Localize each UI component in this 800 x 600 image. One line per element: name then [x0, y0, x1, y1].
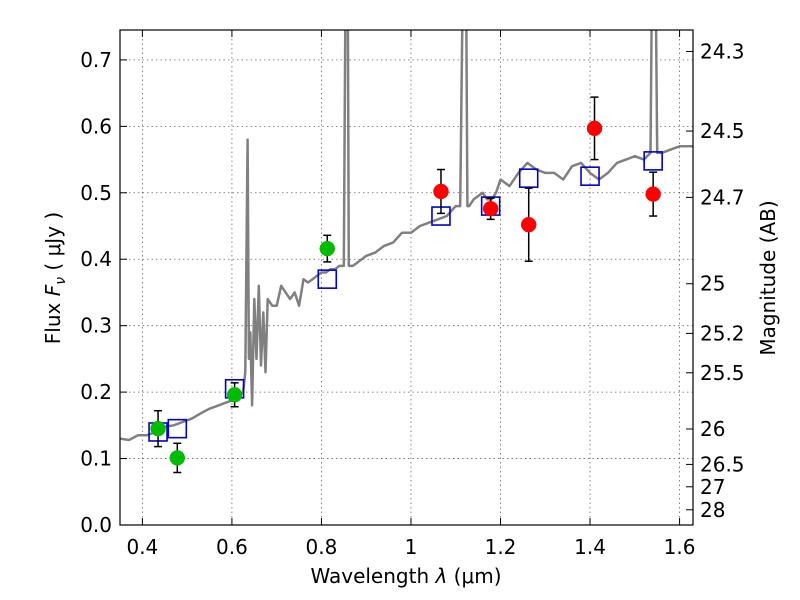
observed-point [520, 216, 537, 233]
y-tick-label: 0.0 [80, 513, 112, 537]
right-tick-label: 28 [700, 498, 725, 522]
y-tick-label: 0.5 [80, 181, 112, 205]
observed-point [645, 186, 661, 202]
plot-background [120, 30, 693, 525]
x-tick-label: 1.2 [485, 535, 517, 559]
observed-point [150, 420, 166, 437]
right-tick-label: 24.5 [700, 119, 745, 143]
observed-point [482, 200, 499, 217]
model-photometry-square [518, 168, 539, 188]
observed-point [169, 450, 186, 466]
spectrum-line [120, 30, 693, 442]
right-tick-label: 26 [700, 417, 725, 441]
y-tick-label: 0.4 [80, 247, 112, 271]
observed-point [226, 387, 243, 403]
x-tick-label: 0.6 [216, 535, 248, 559]
model-photometry-square [167, 418, 188, 439]
observed-point [319, 240, 336, 257]
x-tick-label: 1.4 [574, 535, 606, 559]
x-tick-label: 1.6 [664, 535, 696, 559]
y-tick-label: 0.2 [80, 380, 112, 404]
spectrum-layer [120, 30, 693, 442]
right-tick-label: 24.3 [700, 39, 745, 63]
x-tick-label: 0.4 [126, 535, 158, 559]
right-tick-label: 25.5 [700, 361, 745, 385]
right-tick-label: 25 [700, 272, 725, 296]
y-tick-label: 0.3 [80, 314, 112, 338]
right-tick-label: 24.7 [700, 185, 745, 209]
right-tick-label: 26.5 [700, 452, 745, 476]
right-tick-label: 27 [700, 475, 725, 499]
right-axis-label: Magnitude (AB) [756, 200, 780, 355]
x-tick-label: 1 [405, 535, 418, 559]
model-photometry-square [317, 269, 338, 289]
model-photometry-square [643, 151, 663, 171]
y-tick-label: 0.1 [80, 447, 112, 471]
observed-point [586, 120, 603, 137]
y-tick-label: 0.7 [80, 48, 112, 72]
ticks: 0.4 0.6 0.8 1 1.2 1.4 1.6 0.0 0.1 0.2 0.3 0.4 0.5 0.6… [80, 30, 745, 559]
right-tick-label: 25.2 [700, 321, 745, 345]
model-photometry-square [580, 166, 600, 186]
y-tick-label: 0.6 [80, 114, 112, 138]
x-axis-label: Wavelength λ (μm) [310, 564, 501, 588]
marker-layer [148, 96, 663, 474]
observed-point [433, 183, 449, 200]
x-tick-label: 0.8 [306, 535, 338, 559]
plot-frame [119, 29, 694, 526]
y-axis-label: Flux Fν ( μJy ) [41, 212, 69, 344]
